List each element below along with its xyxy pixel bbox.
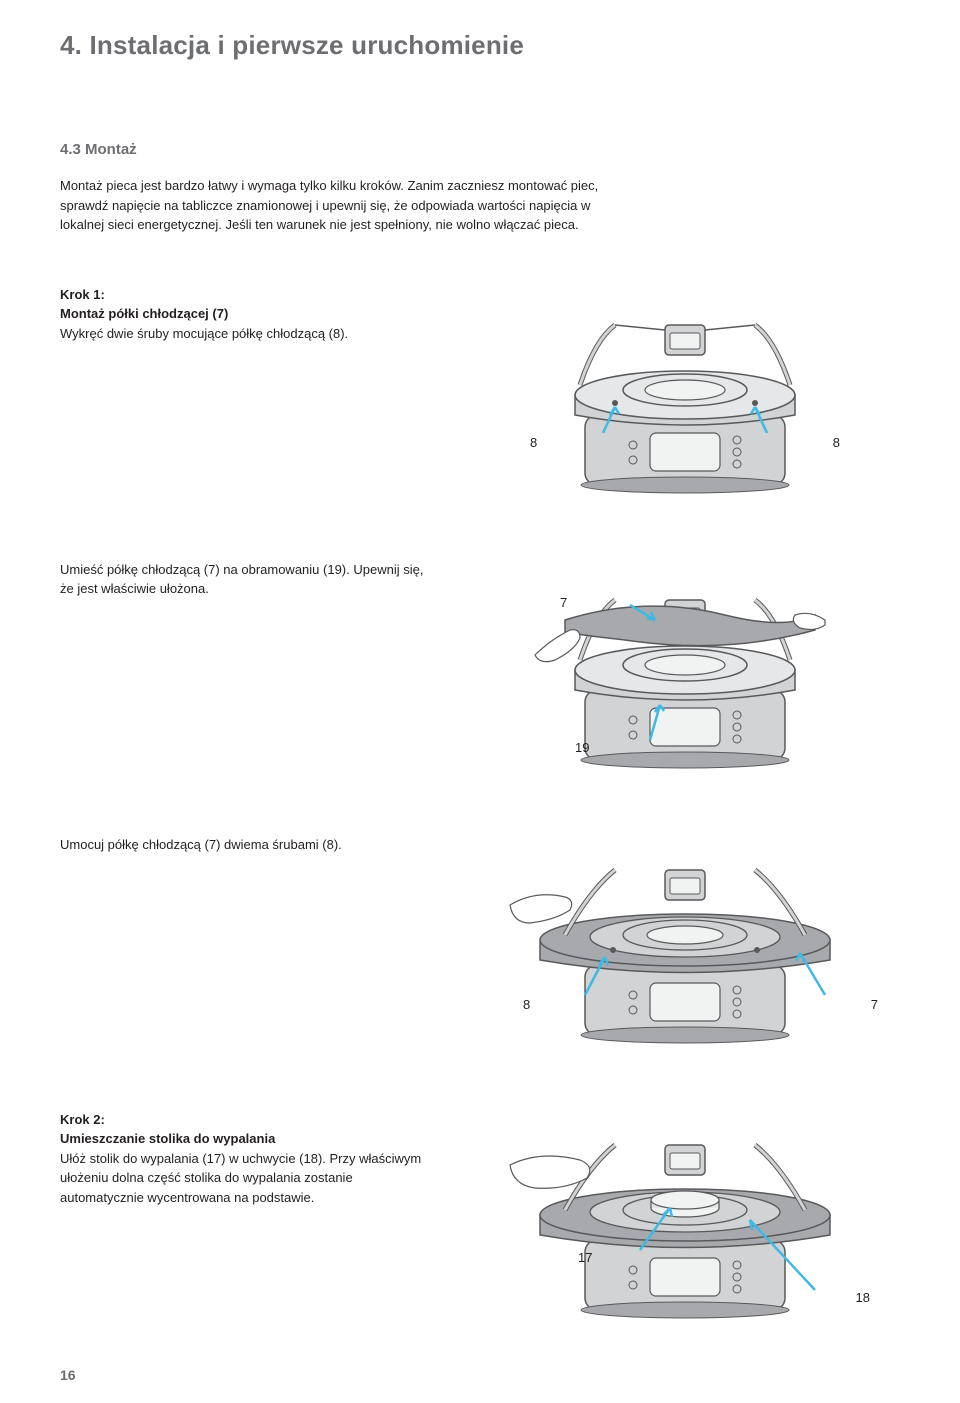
callout-8-right: 8 [833, 435, 840, 450]
device-drawing-2 [525, 560, 845, 775]
section-title: 4.3 Montaż [60, 141, 900, 158]
callout-7: 7 [560, 595, 567, 610]
step-1-title: Montaż półki chłodzącej (7) [60, 306, 228, 321]
step-2-row: Umieść półkę chłodzącą (7) na obramowani… [60, 560, 900, 775]
step-3-text: Umocuj półkę chłodzącą (7) dwiema śrubam… [60, 835, 440, 855]
device-drawing-1 [525, 285, 845, 500]
intro-paragraph: Montaż pieca jest bardzo łatwy i wymaga … [60, 176, 620, 235]
callout-8: 8 [523, 997, 530, 1012]
callout-17: 17 [578, 1250, 592, 1265]
step-2-text: Umieść półkę chłodzącą (7) na obramowani… [60, 560, 440, 599]
callout-19: 19 [575, 740, 589, 755]
callout-18: 18 [856, 1290, 870, 1305]
illustration-3: 8 7 [470, 835, 900, 1050]
device-drawing-4 [505, 1110, 865, 1325]
step-1-row: Krok 1: Montaż półki chłodzącej (7) Wykr… [60, 285, 900, 500]
step-1-text: Krok 1: Montaż półki chłodzącej (7) Wykr… [60, 285, 440, 344]
illustration-2: 7 19 [470, 560, 900, 775]
step-1-desc: Wykręć dwie śruby mocujące półkę chłodzą… [60, 326, 348, 341]
chapter-title: 4. Instalacja i pierwsze uruchomienie [60, 30, 900, 61]
step-1-label: Krok 1: [60, 287, 105, 302]
illustration-1: 8 8 [470, 285, 900, 500]
illustration-4: 17 18 [470, 1110, 900, 1325]
step-4-row: Krok 2: Umieszczanie stolika do wypalani… [60, 1110, 900, 1325]
step-2-desc: Umieść półkę chłodzącą (7) na obramowani… [60, 562, 423, 597]
step-4-title: Umieszczanie stolika do wypalania [60, 1131, 275, 1146]
callout-7b: 7 [871, 997, 878, 1012]
device-drawing-3 [505, 835, 865, 1050]
step-3-desc: Umocuj półkę chłodzącą (7) dwiema śrubam… [60, 837, 342, 852]
page-number: 16 [60, 1367, 76, 1383]
step-3-row: Umocuj półkę chłodzącą (7) dwiema śrubam… [60, 835, 900, 1050]
step-4-label: Krok 2: [60, 1112, 105, 1127]
callout-8-left: 8 [530, 435, 537, 450]
step-4-desc: Ułóż stolik do wypalania (17) w uchwycie… [60, 1151, 421, 1205]
step-4-text: Krok 2: Umieszczanie stolika do wypalani… [60, 1110, 440, 1208]
